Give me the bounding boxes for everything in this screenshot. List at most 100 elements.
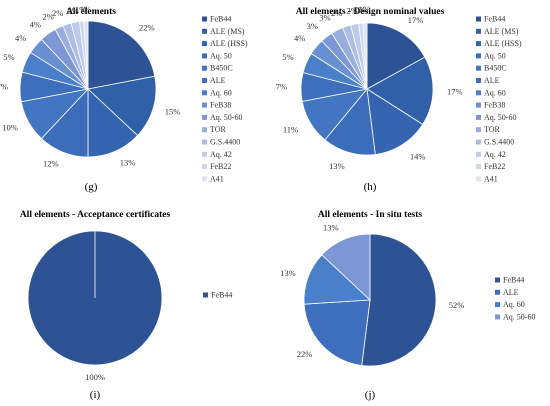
pie-slice-ale-ms xyxy=(366,56,434,125)
legend-label: ALE (MS) xyxy=(210,27,245,36)
pie-slice-feb44 xyxy=(361,233,437,367)
pie-percent-label: 4% xyxy=(294,33,305,43)
legend-label: FeB44 xyxy=(484,15,505,24)
chart-svg-j: All elements - In situ tests 52% 22% 13% 13… xyxy=(280,210,535,401)
pie-labels-g: 22%15%13%12%10%7%5%4%4%2%2%2%1%1% xyxy=(0,4,180,168)
legend-label: TOR xyxy=(210,125,227,134)
legend-swatch xyxy=(476,41,481,47)
pie-percent-label: 22% xyxy=(139,22,155,32)
chart-svg-i: All elements - Acceptance certificates 1… xyxy=(20,210,233,401)
pie-slice-ale xyxy=(303,299,371,366)
legend-label: A41 xyxy=(210,174,224,183)
chart-caption-j: (j) xyxy=(365,389,376,401)
pie-slices-g xyxy=(19,20,157,158)
chart-svg-g: All elements 22%15%13%12%10%7%5%4%4%2%2%… xyxy=(0,4,248,193)
pie-slice-feb44 xyxy=(366,22,426,90)
legend-swatch xyxy=(476,102,481,108)
legend-swatch xyxy=(476,164,481,170)
pie-percent-label: 3% xyxy=(319,13,330,23)
chart-title-i: All elements - Acceptance certificates xyxy=(20,210,171,220)
pie-percent-label: 2% xyxy=(67,5,78,15)
legend-label: Aq. 50 xyxy=(484,51,506,60)
legend-label: Aq. 42 xyxy=(484,150,506,159)
chart-panel-g: All elements 22%15%13%12%10%7%5%4%4%2%2%… xyxy=(0,0,275,200)
legend-swatch xyxy=(202,114,207,120)
legend-g: FeB44 ALE (MS) ALE (HSS) Aq. 50 B450C ALE Aq. … xyxy=(202,15,248,183)
legend-swatch xyxy=(202,164,207,170)
pie-percent-label: 1% xyxy=(75,4,86,14)
legend-swatch xyxy=(202,176,207,182)
legend-swatch xyxy=(202,41,207,47)
pie-percent-label: 2% xyxy=(43,12,54,22)
pie-labels-j: 52% 22% 13% 13% xyxy=(280,223,464,360)
chart-title-g: All elements xyxy=(66,7,116,17)
legend-label: Aq. 60 xyxy=(484,88,506,97)
legend-swatch xyxy=(495,289,500,295)
legend-label: ALE (HSS) xyxy=(484,39,522,48)
pie-labels-h: 17%17%14%13%11%7%5%4%3%3% 2% 2%1%1% xyxy=(276,4,463,171)
legend-label: FeB38 xyxy=(210,101,231,110)
chart-panel-i: All elements - Acceptance certificates 1… xyxy=(0,200,275,406)
legend-swatch xyxy=(202,78,207,83)
pie-percent-label: 22% xyxy=(297,349,313,359)
pie-labels-i: 100% xyxy=(85,372,105,382)
pie-percent-label: 7% xyxy=(276,82,287,92)
pie-slices-h xyxy=(300,22,434,156)
legend-swatch xyxy=(202,28,207,34)
pie-percent-label: 13% xyxy=(280,268,296,278)
chart-caption-g: (g) xyxy=(85,181,98,193)
pie-percent-label: 1% xyxy=(359,4,370,14)
pie-percent-label: 13% xyxy=(323,223,339,233)
pie-slice-ale-ms xyxy=(87,75,157,137)
pie-percent-label: 17% xyxy=(408,15,424,25)
legend-label: B450C xyxy=(210,64,233,73)
pie-percent-label: 4% xyxy=(30,19,41,29)
legend-label: Aq. 50-60 xyxy=(484,113,516,122)
legend-label: FeB38 xyxy=(484,101,505,110)
legend-swatch xyxy=(202,16,207,22)
legend-swatch xyxy=(202,102,207,108)
legend-swatch xyxy=(476,127,481,133)
pie-slice-feb44 xyxy=(87,20,156,90)
legend-label: Aq. 42 xyxy=(210,150,232,159)
pie-percent-label: 3% xyxy=(307,21,318,31)
legend-label: ALE xyxy=(210,76,226,85)
pie-percent-label: 2% xyxy=(331,8,342,18)
legend-h: FeB44 ALE (MS) ALE (HSS) Aq. 50 B450C ALE Aq. … xyxy=(476,15,522,183)
legend-label: Aq. 50-60 xyxy=(210,113,242,122)
legend-label: Aq. 50 xyxy=(210,51,232,60)
pie-percent-label: 5% xyxy=(3,52,14,62)
pie-slice-ale-hss xyxy=(87,88,139,158)
legend-swatch xyxy=(202,151,207,157)
legend-swatch xyxy=(476,53,481,59)
legend-swatch xyxy=(476,16,481,22)
pie-percent-label: 17% xyxy=(447,87,463,97)
legend-swatch xyxy=(476,139,481,145)
chart-title-j: All elements - In situ tests xyxy=(318,210,423,220)
pie-slice-ale-hss xyxy=(366,88,424,155)
pie-percent-label: 52% xyxy=(449,300,465,310)
pie-percent-label: 15% xyxy=(165,106,181,116)
legend-label: Aq. 50-60 xyxy=(503,312,535,321)
pie-percent-label: 100% xyxy=(85,372,105,382)
legend-label: FeB44 xyxy=(503,276,524,285)
legend-swatch xyxy=(202,127,207,133)
pie-percent-label: 2% xyxy=(52,8,63,18)
legend-label: FeB22 xyxy=(484,162,505,171)
legend-swatch xyxy=(476,65,481,71)
legend-swatch xyxy=(495,314,500,320)
legend-label: G.S.4400 xyxy=(210,138,240,147)
legend-label: ALE (MS) xyxy=(484,27,519,36)
legend-swatch xyxy=(495,302,500,308)
pie-percent-label: 5% xyxy=(282,52,293,62)
legend-swatch xyxy=(476,90,481,96)
chart-svg-h: All elements - Design nominal values 17%… xyxy=(276,4,522,193)
chart-caption-h: (h) xyxy=(364,181,377,193)
legend-label: FeB44 xyxy=(211,291,232,300)
pie-slice-aq-50-60 xyxy=(321,233,371,301)
pie-percent-label: 2% xyxy=(346,5,357,15)
chart-panel-j: All elements - In situ tests 52% 22% 13% 13… xyxy=(275,200,550,406)
legend-i: FeB44 xyxy=(203,291,232,300)
legend-swatch xyxy=(202,139,207,145)
legend-swatch xyxy=(476,114,481,120)
